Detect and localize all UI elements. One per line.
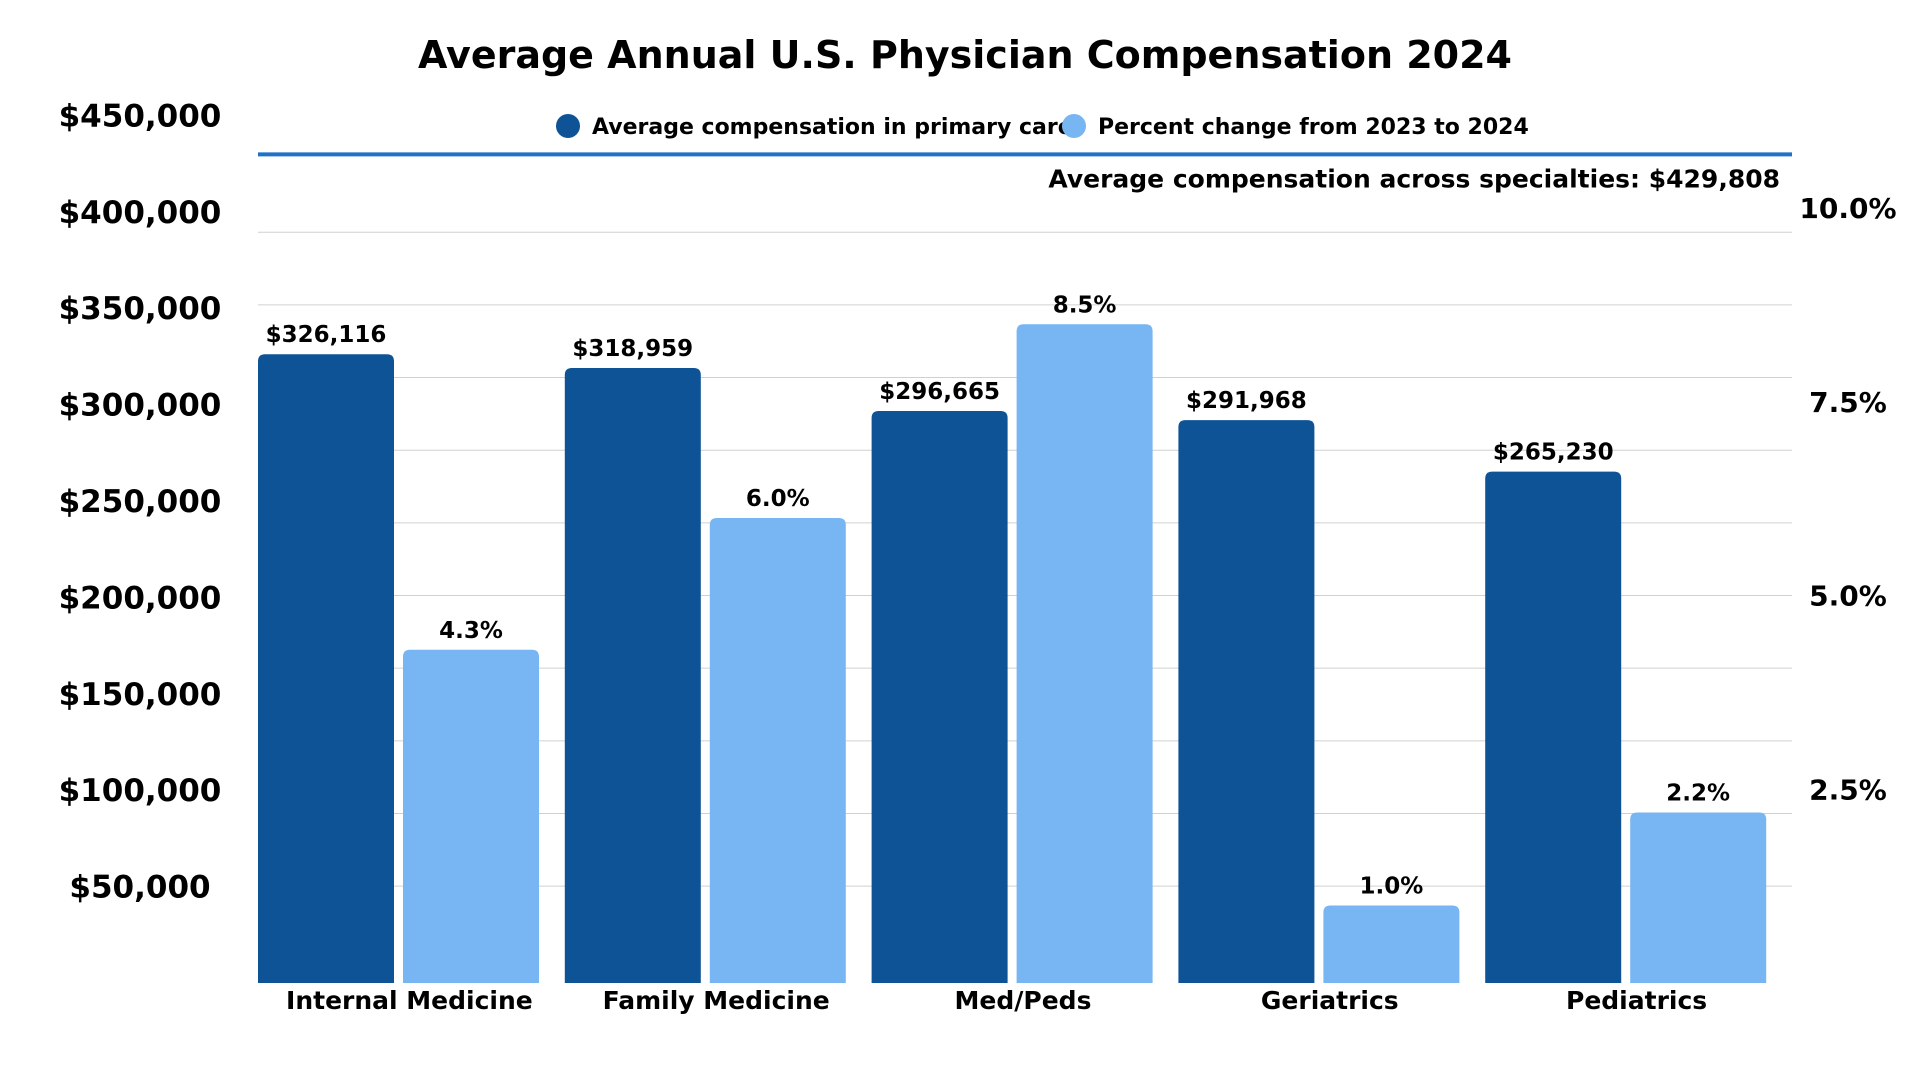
y-left-tick-label: $300,000 [59, 388, 222, 424]
y-right-tick-label: 10.0% [1799, 192, 1896, 225]
data-label-med-peds-percent-change: 8.5% [1053, 292, 1117, 318]
data-label-family-medicine-percent-change: 6.0% [746, 486, 810, 512]
data-label-family-medicine-compensation: $318,959 [572, 336, 693, 362]
bar-pediatrics-compensation [1485, 471, 1622, 983]
category-label-family-medicine: Family Medicine [603, 986, 830, 1015]
y-right-tick-label: 7.5% [1809, 386, 1887, 419]
legend-label-percent-change: Percent change from 2023 to 2024 [1098, 115, 1529, 140]
bar-pediatrics-percent-change [1630, 812, 1767, 983]
bar-family-medicine-compensation [564, 368, 701, 983]
left-axis: $50,000 $100,000 $150,000 $200,000 $250,000 $… [59, 98, 222, 905]
legend-marker-percent-change [1062, 114, 1086, 138]
data-label-geriatrics-compensation: $291,968 [1186, 388, 1307, 414]
bar-family-medicine-percent-change [709, 518, 846, 983]
y-left-tick-label: $350,000 [59, 291, 222, 327]
chart-title: Average Annual U.S. Physician Compensati… [418, 33, 1512, 77]
legend-marker-compensation [556, 114, 580, 138]
category-label-med-peds: Med/Peds [955, 986, 1092, 1015]
bar-med-peds-percent-change [1016, 324, 1153, 983]
bar-med-peds-compensation [871, 411, 1008, 983]
bar-internal-medicine-compensation [258, 354, 394, 983]
data-label-geriatrics-percent-change: 1.0% [1360, 874, 1424, 900]
y-left-tick-label: $200,000 [59, 580, 222, 616]
data-label-internal-medicine-percent-change: 4.3% [439, 618, 503, 644]
data-label-pediatrics-percent-change: 2.2% [1666, 781, 1730, 807]
reference-line-group: Average compensation across specialties:… [258, 152, 1792, 193]
y-left-tick-label: $100,000 [59, 773, 222, 809]
category-label-pediatrics: Pediatrics [1566, 986, 1707, 1015]
y-right-tick-label: 5.0% [1809, 580, 1887, 613]
bar-internal-medicine-percent-change [403, 649, 539, 983]
bar-geriatrics-compensation [1178, 420, 1315, 983]
y-left-tick-label: $250,000 [59, 484, 222, 520]
y-left-tick-label: $450,000 [59, 98, 222, 134]
data-labels: $326,116 4.3% $318,959 6.0% $296,665 8.5% $291… [266, 292, 1730, 899]
reference-line-label: Average compensation across specialties:… [1048, 164, 1780, 193]
right-axis: 2.5% 5.0% 7.5% 10.0% [1799, 192, 1896, 806]
y-left-tick-label: $400,000 [59, 195, 222, 231]
bar-geriatrics-percent-change [1323, 905, 1460, 983]
category-axis: Internal Medicine Family Medicine Med/Peds… [286, 986, 1707, 1015]
y-left-tick-label: $50,000 [69, 870, 210, 906]
data-label-pediatrics-compensation: $265,230 [1493, 440, 1614, 466]
data-label-med-peds-compensation: $296,665 [879, 379, 1000, 405]
category-label-internal-medicine: Internal Medicine [286, 986, 533, 1015]
legend-label-compensation: Average compensation in primary care [592, 115, 1073, 140]
legend: Average compensation in primary care Per… [556, 114, 1529, 140]
y-right-tick-label: 2.5% [1809, 773, 1887, 806]
data-label-internal-medicine-compensation: $326,116 [266, 322, 387, 348]
y-left-tick-label: $150,000 [59, 677, 222, 713]
category-label-geriatrics: Geriatrics [1261, 986, 1399, 1015]
bars [258, 324, 1767, 983]
